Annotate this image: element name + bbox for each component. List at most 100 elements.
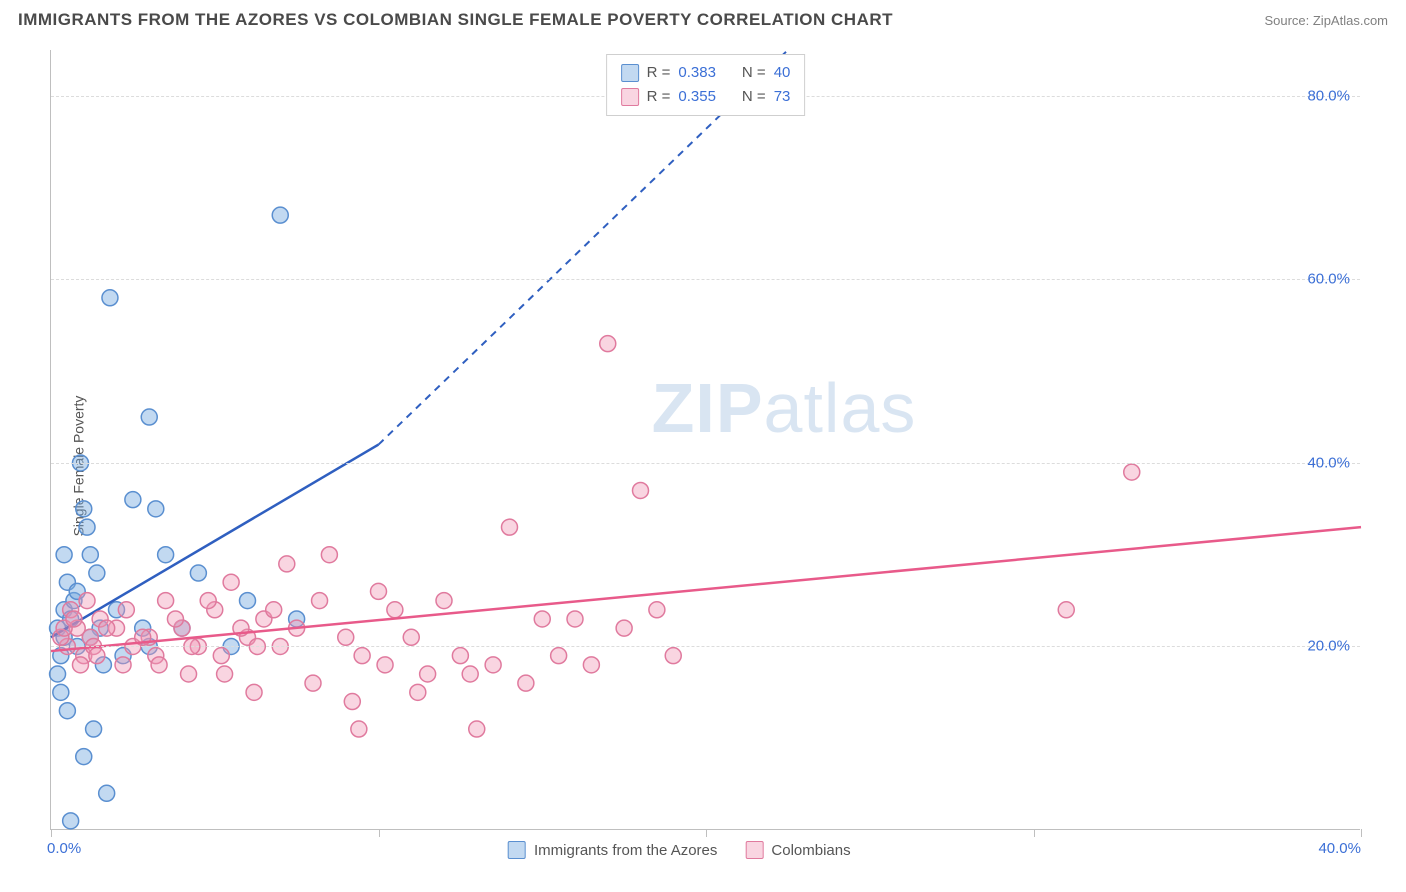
scatter-point bbox=[551, 648, 567, 664]
scatter-point bbox=[148, 501, 164, 517]
chart-header: IMMIGRANTS FROM THE AZORES VS COLOMBIAN … bbox=[0, 0, 1406, 36]
scatter-point bbox=[141, 409, 157, 425]
scatter-point bbox=[279, 556, 295, 572]
legend-item-colombians: Colombians bbox=[745, 841, 850, 859]
scatter-point bbox=[583, 657, 599, 673]
legend-label-azores: Immigrants from the Azores bbox=[534, 842, 717, 859]
scatter-point bbox=[502, 519, 518, 535]
scatter-point bbox=[567, 611, 583, 627]
scatter-point bbox=[616, 620, 632, 636]
scatter-point bbox=[272, 207, 288, 223]
y-tick-label: 80.0% bbox=[1307, 87, 1350, 104]
scatter-point bbox=[469, 721, 485, 737]
y-tick-label: 60.0% bbox=[1307, 271, 1350, 288]
scatter-point bbox=[63, 813, 79, 829]
r-value-azores: 0.383 bbox=[678, 61, 716, 85]
scatter-point bbox=[410, 684, 426, 700]
scatter-point bbox=[56, 547, 72, 563]
chart-source: Source: ZipAtlas.com bbox=[1264, 13, 1388, 28]
scatter-point bbox=[99, 785, 115, 801]
scatter-point bbox=[200, 593, 216, 609]
scatter-point bbox=[462, 666, 478, 682]
scatter-point bbox=[102, 290, 118, 306]
gridline bbox=[51, 279, 1360, 280]
scatter-point bbox=[115, 657, 131, 673]
r-label: R = bbox=[647, 61, 671, 85]
swatch-azores-icon bbox=[508, 841, 526, 859]
swatch-colombians-icon bbox=[745, 841, 763, 859]
scatter-point bbox=[53, 684, 69, 700]
scatter-point bbox=[485, 657, 501, 673]
scatter-point bbox=[338, 629, 354, 645]
scatter-point bbox=[72, 657, 88, 673]
scatter-point bbox=[665, 648, 681, 664]
scatter-point bbox=[181, 666, 197, 682]
swatch-colombians bbox=[621, 88, 639, 106]
scatter-point bbox=[89, 565, 105, 581]
y-tick-label: 40.0% bbox=[1307, 454, 1350, 471]
scatter-point bbox=[59, 703, 75, 719]
scatter-point bbox=[213, 648, 229, 664]
x-tick bbox=[706, 829, 707, 837]
x-tick-label: 40.0% bbox=[1318, 840, 1361, 857]
scatter-point bbox=[305, 675, 321, 691]
scatter-point bbox=[351, 721, 367, 737]
legend-series: Immigrants from the Azores Colombians bbox=[508, 841, 851, 859]
scatter-point bbox=[518, 675, 534, 691]
scatter-point bbox=[99, 620, 115, 636]
plot-svg bbox=[51, 50, 1360, 829]
chart-title: IMMIGRANTS FROM THE AZORES VS COLOMBIAN … bbox=[18, 10, 893, 30]
scatter-point bbox=[118, 602, 134, 618]
scatter-point bbox=[217, 666, 233, 682]
scatter-point bbox=[79, 593, 95, 609]
legend-row-azores: R = 0.383 N = 40 bbox=[621, 61, 791, 85]
r-label: R = bbox=[647, 85, 671, 109]
scatter-point bbox=[190, 565, 206, 581]
scatter-point bbox=[82, 547, 98, 563]
x-tick bbox=[51, 829, 52, 837]
gridline bbox=[51, 463, 1360, 464]
scatter-point bbox=[371, 583, 387, 599]
scatter-point bbox=[1058, 602, 1074, 618]
x-tick-label: 0.0% bbox=[47, 840, 81, 857]
swatch-azores bbox=[621, 64, 639, 82]
trend-line bbox=[51, 527, 1361, 651]
scatter-point bbox=[649, 602, 665, 618]
scatter-point bbox=[600, 336, 616, 352]
chart-container: Single Female Poverty R = 0.383 N = 40 R… bbox=[0, 40, 1406, 892]
legend-correlation: R = 0.383 N = 40 R = 0.355 N = 73 bbox=[606, 54, 806, 116]
n-label: N = bbox=[742, 61, 766, 85]
plot-area: R = 0.383 N = 40 R = 0.355 N = 73 ZIPatl… bbox=[50, 50, 1360, 830]
scatter-point bbox=[633, 482, 649, 498]
scatter-point bbox=[312, 593, 328, 609]
legend-row-colombians: R = 0.355 N = 73 bbox=[621, 85, 791, 109]
x-tick bbox=[379, 829, 380, 837]
scatter-point bbox=[79, 519, 95, 535]
scatter-point bbox=[354, 648, 370, 664]
r-value-colombians: 0.355 bbox=[678, 85, 716, 109]
scatter-point bbox=[89, 648, 105, 664]
x-tick bbox=[1361, 829, 1362, 837]
scatter-point bbox=[158, 547, 174, 563]
scatter-point bbox=[387, 602, 403, 618]
scatter-point bbox=[534, 611, 550, 627]
n-label: N = bbox=[742, 85, 766, 109]
scatter-point bbox=[452, 648, 468, 664]
scatter-point bbox=[377, 657, 393, 673]
n-value-colombians: 73 bbox=[774, 85, 791, 109]
n-value-azores: 40 bbox=[774, 61, 791, 85]
scatter-point bbox=[436, 593, 452, 609]
scatter-point bbox=[321, 547, 337, 563]
scatter-point bbox=[151, 657, 167, 673]
scatter-point bbox=[66, 611, 82, 627]
scatter-point bbox=[420, 666, 436, 682]
scatter-point bbox=[403, 629, 419, 645]
scatter-point bbox=[223, 574, 239, 590]
scatter-point bbox=[246, 684, 262, 700]
scatter-point bbox=[76, 501, 92, 517]
legend-item-azores: Immigrants from the Azores bbox=[508, 841, 717, 859]
scatter-point bbox=[266, 602, 282, 618]
scatter-point bbox=[158, 593, 174, 609]
scatter-point bbox=[167, 611, 183, 627]
scatter-point bbox=[86, 721, 102, 737]
